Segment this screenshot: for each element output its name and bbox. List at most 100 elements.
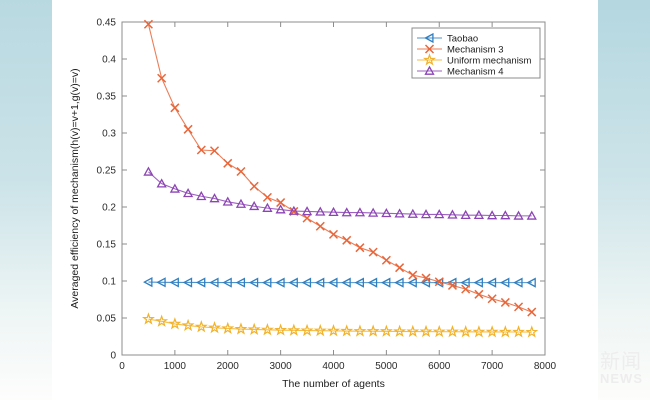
data-point-marker (459, 325, 473, 338)
data-point-marker (472, 325, 486, 338)
y-tick-label: 0.3 (102, 129, 116, 140)
data-point-marker (381, 207, 392, 218)
data-point-marker (381, 255, 391, 265)
data-point-marker (355, 243, 365, 253)
data-point-marker (182, 187, 194, 198)
data-point-marker (156, 277, 166, 288)
data-point-marker (170, 103, 180, 113)
series-line (147, 24, 532, 313)
y-tick-label: 0.15 (97, 240, 117, 251)
data-point-marker (195, 277, 206, 288)
x-tick-label: 1000 (164, 361, 187, 372)
data-point-marker (366, 324, 380, 337)
data-point-marker (236, 166, 246, 177)
data-point-marker (222, 196, 233, 206)
data-point-marker (315, 206, 326, 216)
data-point-marker (394, 208, 405, 218)
data-point-marker (143, 166, 154, 176)
data-point-marker (423, 53, 436, 66)
data-point-marker (407, 208, 418, 218)
data-point-marker (487, 210, 498, 220)
data-point-marker (445, 324, 459, 338)
axis-labels: The number of agents Averaged efficiency … (69, 68, 385, 390)
x-tick-label: 0 (119, 361, 125, 372)
data-point-marker (487, 294, 497, 304)
data-point-marker (353, 324, 367, 337)
data-point-marker (354, 277, 364, 288)
data-point-marker (247, 322, 261, 336)
data-point-marker (499, 277, 510, 288)
legend-item-mechanism-4[interactable]: Mechanism 4 (417, 65, 504, 77)
data-point-marker (367, 277, 378, 288)
data-point-marker (393, 324, 407, 337)
data-point-marker (181, 318, 195, 332)
data-point-marker (326, 324, 341, 337)
data-point-marker (183, 124, 193, 134)
data-point-marker (513, 210, 524, 220)
x-tick-label: 2000 (217, 361, 240, 372)
legend-label: Mechanism 3 (447, 44, 504, 55)
data-point-marker (248, 277, 259, 288)
data-point-marker (341, 277, 351, 288)
data-point-marker (473, 209, 485, 219)
legend-label: Taobao (447, 33, 478, 44)
x-tick-label: 3000 (270, 361, 293, 372)
data-point-marker (328, 229, 339, 239)
y-tick-label: 0.4 (102, 55, 116, 66)
y-axis-label: Averaged efficiency of mechanism(h(v)=v+… (69, 68, 81, 308)
data-point-marker (394, 277, 404, 288)
data-point-marker (234, 322, 248, 335)
data-point-marker (262, 192, 272, 202)
data-point-marker (328, 277, 338, 288)
data-point-marker (275, 277, 285, 288)
data-point-marker (141, 312, 155, 325)
data-point-marker (424, 65, 435, 75)
data-point-marker (300, 323, 314, 337)
data-point-marker (434, 209, 445, 219)
data-point-marker (447, 209, 458, 219)
y-tick-label: 0 (110, 351, 116, 362)
data-point-marker (407, 277, 417, 288)
legend-item-mechanism-3[interactable]: Mechanism 3 (417, 44, 504, 55)
y-axis-ticks: 0 0.05 0.1 0.15 0.2 0.25 0.3 0.35 0.4 0.45 (97, 18, 545, 362)
data-point-marker (274, 323, 288, 336)
data-point-marker (432, 324, 446, 338)
y-tick-label: 0.25 (97, 166, 117, 177)
data-point-marker (235, 277, 246, 288)
data-point-marker (486, 277, 497, 288)
series-mechanism-4 (143, 166, 537, 220)
legend-item-uniform-mechanism[interactable]: Uniform mechanism (417, 53, 532, 66)
data-point-marker (420, 209, 432, 219)
data-point-marker (473, 277, 483, 288)
data-point-marker (260, 323, 274, 336)
x-tick-label: 5000 (375, 361, 398, 372)
x-tick-label: 8000 (534, 361, 557, 372)
data-point-marker (406, 324, 420, 338)
data-point-marker (169, 277, 179, 288)
data-point-marker (526, 210, 537, 220)
data-point-marker (223, 158, 233, 168)
data-point-marker (340, 324, 354, 337)
data-point-marker (421, 273, 431, 283)
chart-figure: 0 1000 2000 3000 4000 5000 6000 7000 8000 0 0.05 0… (52, 0, 598, 400)
y-tick-label: 0.45 (97, 18, 117, 29)
data-point-marker (498, 325, 512, 338)
line-chart: 0 1000 2000 3000 4000 5000 6000 7000 8000 00.050… (69, 18, 557, 391)
data-point-marker (368, 247, 378, 257)
data-point-marker (381, 277, 391, 288)
y-tick-label: 0.2 (102, 203, 116, 214)
x-tick-label: 6000 (428, 361, 451, 372)
data-point-marker (143, 19, 153, 29)
data-point-marker (208, 320, 222, 334)
legend-item-taobao[interactable]: Taobao (417, 32, 478, 44)
data-point-marker (221, 321, 235, 335)
series-uniform-mechanism (141, 312, 539, 338)
legend-label: Mechanism 4 (447, 66, 504, 77)
data-point-marker (182, 277, 193, 288)
data-point-marker (500, 297, 510, 307)
y-tick-label: 0.35 (97, 92, 117, 103)
data-point-marker (210, 146, 220, 156)
data-point-marker (196, 145, 206, 155)
